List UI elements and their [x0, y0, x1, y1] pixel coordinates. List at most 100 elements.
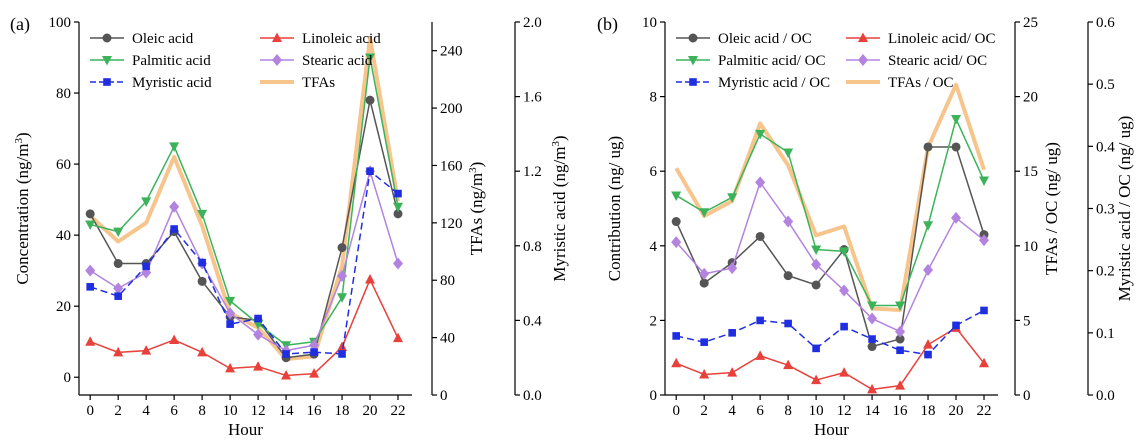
data-point: [281, 369, 292, 380]
panel-label: (b): [597, 14, 618, 35]
x-tick-label: 2: [114, 403, 122, 419]
data-point: [365, 274, 376, 284]
data-point: [393, 209, 403, 219]
right2-tick-label: 2.0: [523, 15, 542, 31]
series-palmitic-acid: [85, 53, 404, 351]
data-point: [700, 338, 708, 346]
x-tick-label: 8: [784, 403, 792, 419]
x-tick-label: 0: [86, 403, 94, 419]
series-line-linoleic-acid-oc: [675, 327, 985, 391]
data-point: [699, 267, 710, 280]
x-tick-label: 16: [307, 403, 323, 419]
legend-label: Palmitic acid: [132, 53, 211, 69]
legend-label: Myristic acid: [132, 75, 212, 91]
data-point: [895, 301, 906, 311]
right1-tick-label: 200: [440, 101, 463, 117]
legend-marker: [103, 78, 111, 86]
data-point: [309, 339, 320, 352]
data-point: [839, 247, 850, 257]
series-line-oleic-acid-oc: [675, 146, 985, 348]
data-point: [728, 329, 736, 337]
left-tick-label: 60: [56, 157, 71, 173]
data-point: [811, 258, 822, 271]
legend-item: Palmitic acid/ OC: [676, 53, 825, 69]
data-point: [85, 220, 96, 230]
right1-tick-label: 160: [440, 158, 463, 174]
series-line-linoleic-acid: [89, 278, 399, 377]
x-tick-label: 4: [728, 403, 736, 419]
data-point: [197, 276, 207, 286]
data-point: [783, 359, 794, 370]
series-linoleic-acid-oc: [671, 322, 990, 394]
x-axis-title: Hour: [814, 420, 849, 439]
legend-label: Linoleic acid/ OC: [888, 31, 995, 47]
right1-axis-title: TFAs / OC (ng/ ug): [1042, 142, 1061, 275]
data-point: [671, 357, 682, 368]
series-palmitic-acid-oc: [671, 114, 990, 311]
data-point: [868, 335, 876, 343]
data-point: [310, 348, 318, 356]
legend-marker: [688, 56, 698, 66]
data-point: [811, 280, 821, 290]
data-point: [169, 142, 180, 152]
right1-tick-label: 0: [1023, 388, 1031, 404]
left-tick-label: 2: [650, 313, 658, 329]
data-point: [85, 336, 96, 346]
data-point: [337, 341, 348, 352]
data-point: [113, 346, 124, 357]
x-tick-label: 20: [363, 403, 378, 419]
data-point: [169, 334, 180, 344]
x-tick-label: 16: [893, 403, 909, 419]
legend-marker: [272, 54, 282, 66]
legend: Oleic acid Linoleic acid Palmitic acid Stea…: [90, 31, 381, 91]
legend-label: Myristic acid / OC: [718, 75, 830, 91]
data-point: [727, 367, 738, 377]
series-stearic-acid: [85, 165, 404, 357]
left-tick-label: 100: [49, 15, 72, 31]
data-point: [756, 316, 764, 325]
legend-item: TFAs / OC: [846, 75, 954, 91]
data-point: [951, 142, 961, 152]
data-point: [671, 217, 681, 227]
x-tick-label: 10: [809, 403, 824, 419]
right1-tick-label: 25: [1023, 15, 1038, 31]
legend-marker: [272, 32, 282, 42]
x-tick-label: 14: [279, 403, 295, 419]
panel-label: (a): [10, 14, 30, 35]
legend-label: Linoleic acid: [302, 31, 381, 47]
right2-tick-label: 0.4: [1096, 139, 1115, 155]
panel-b: (b) 0 2 4 6 8 10 12 14 16 18 20 22 Hour 0 2 4 6 8 10 Contrib…: [597, 14, 1134, 439]
x-tick-label: 20: [949, 403, 964, 419]
data-point: [839, 284, 850, 297]
data-point: [895, 325, 906, 338]
data-point: [113, 282, 124, 295]
data-point: [811, 374, 822, 385]
right2-tick-label: 0.8: [523, 239, 542, 255]
data-point: [784, 319, 792, 328]
data-point: [253, 361, 264, 371]
legend-label: Oleic acid / OC: [718, 31, 812, 47]
data-point: [867, 383, 878, 394]
right1-tick-label: 120: [440, 216, 463, 232]
data-point: [979, 357, 990, 368]
panel-a: (a) 0 2 4 6 8 10 12 14 16 18 20 22 Hour 0 20 40 60 80 100 Co…: [10, 14, 569, 439]
right2-axis-title: Myristic acid / OC (ng/ ug): [1115, 116, 1134, 302]
data-point: [254, 314, 262, 323]
right1-tick-label: 20: [1023, 90, 1038, 106]
data-point: [225, 362, 236, 373]
data-point: [839, 367, 850, 377]
left-tick-label: 0: [650, 388, 658, 404]
series-linoleic-acid: [85, 274, 404, 380]
data-point: [114, 292, 122, 300]
data-point: [113, 259, 123, 269]
right1-axis-title: TFAs (ng/m3): [467, 162, 486, 256]
right2-axis-title: Myristic acid (ng/m3): [550, 135, 569, 281]
x-tick-label: 6: [756, 403, 764, 419]
x-tick-label: 18: [921, 403, 936, 419]
legend-item: Stearic acid: [260, 53, 373, 69]
series-myristic-acid: [86, 167, 402, 358]
data-point: [393, 332, 404, 343]
right1-tick-label: 240: [440, 44, 463, 60]
legend-label: Oleic acid: [132, 31, 194, 47]
x-tick-label: 10: [223, 403, 238, 419]
